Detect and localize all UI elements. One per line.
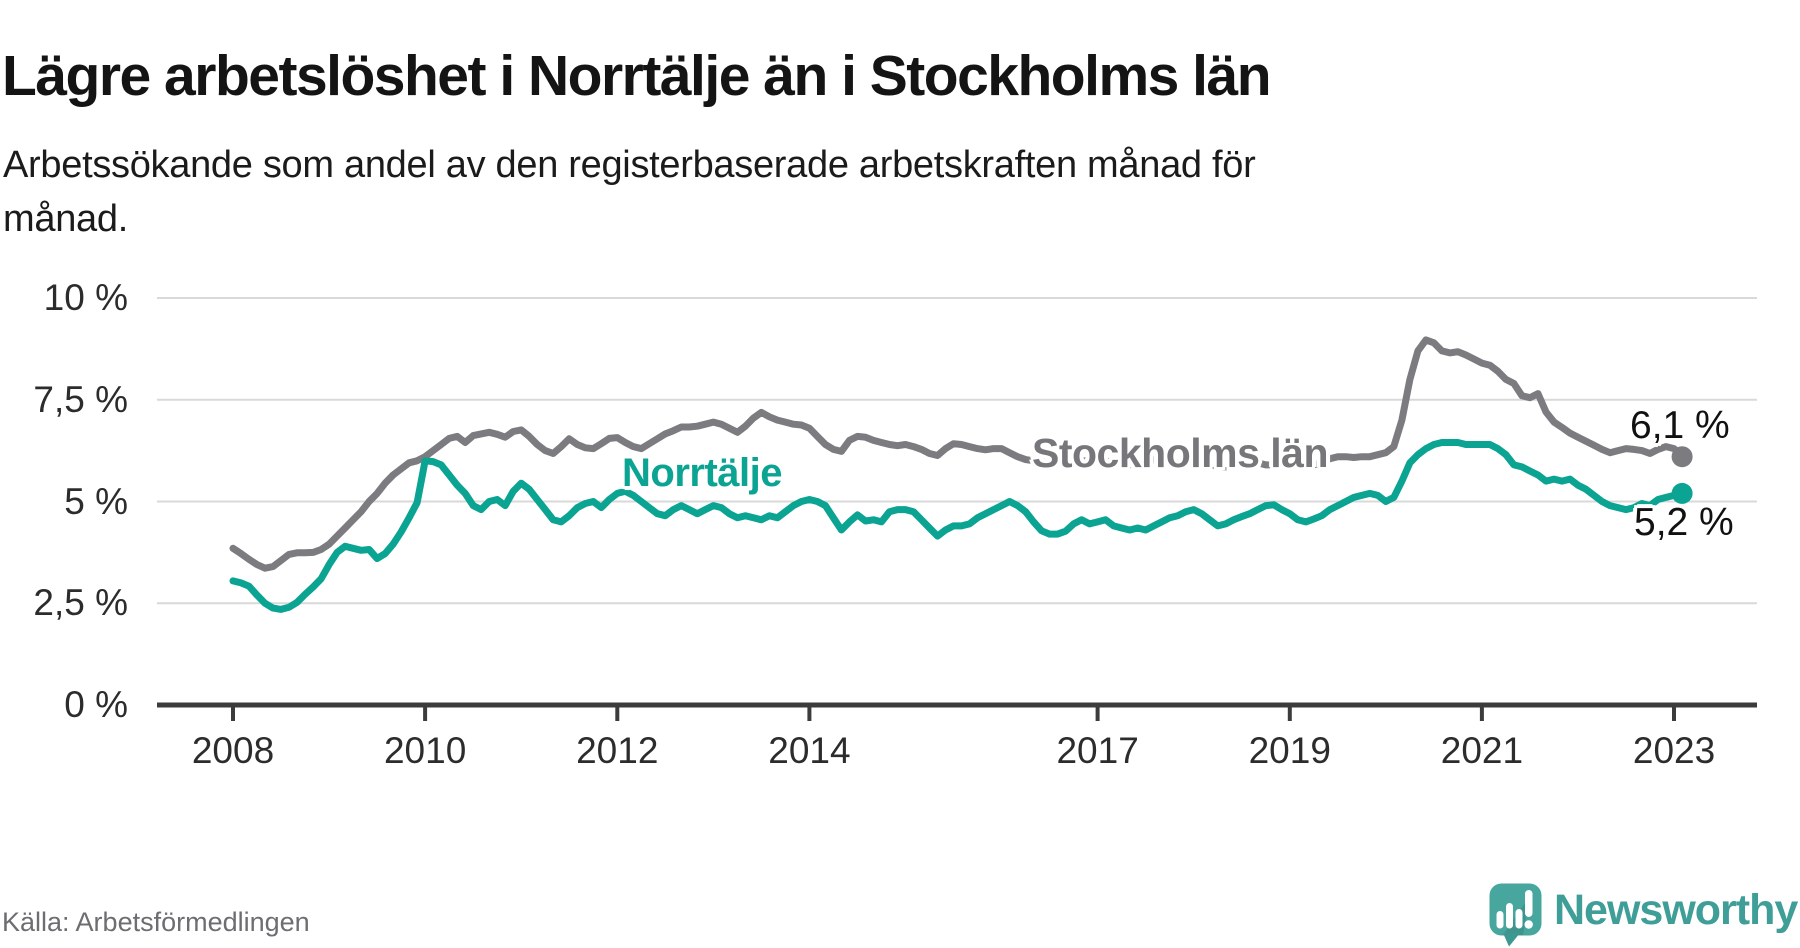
series-label-norrtalje: Norrtälje	[622, 451, 783, 495]
x-tick-label: 2019	[1248, 730, 1331, 771]
line-stockholms-lan	[229, 336, 1686, 572]
end-value-label-stockholm: 6,1 %	[1630, 404, 1730, 447]
page-title: Lägre arbetslöshet i Norrtälje än i Stoc…	[2, 44, 1272, 109]
series-label-stockholms-lan: Stockholms län	[1032, 430, 1329, 476]
x-tick-label: 2017	[1056, 730, 1139, 771]
newsworthy-logo-text: Newsworthy	[1554, 886, 1798, 934]
page-subtitle: Arbetssökande som andel av den registerb…	[3, 144, 1256, 240]
x-tick-label: 2010	[383, 730, 467, 771]
source-attribution: Källa: Arbetsförmedlingen	[2, 907, 310, 937]
line-norrtalje	[229, 439, 1686, 613]
y-tick-label: 0 %	[64, 684, 128, 725]
x-tick-label: 2021	[1440, 730, 1524, 771]
newsworthy-logo-icon	[1489, 883, 1542, 947]
y-tick-label: 2,5 %	[33, 582, 128, 624]
y-tick-label: 7,5 %	[33, 378, 128, 420]
y-tick-label: 10 %	[43, 277, 128, 318]
newsworthy-logo: Newsworthy	[1489, 883, 1798, 947]
end-value-label-norrtalje: 5,2 %	[1634, 501, 1734, 544]
y-tick-label: 5 %	[64, 480, 128, 522]
x-tick-label: 2014	[768, 730, 851, 771]
x-tick-label: 2008	[191, 730, 275, 771]
x-tick-label: 2023	[1632, 730, 1716, 771]
x-tick-label: 2012	[576, 730, 659, 771]
